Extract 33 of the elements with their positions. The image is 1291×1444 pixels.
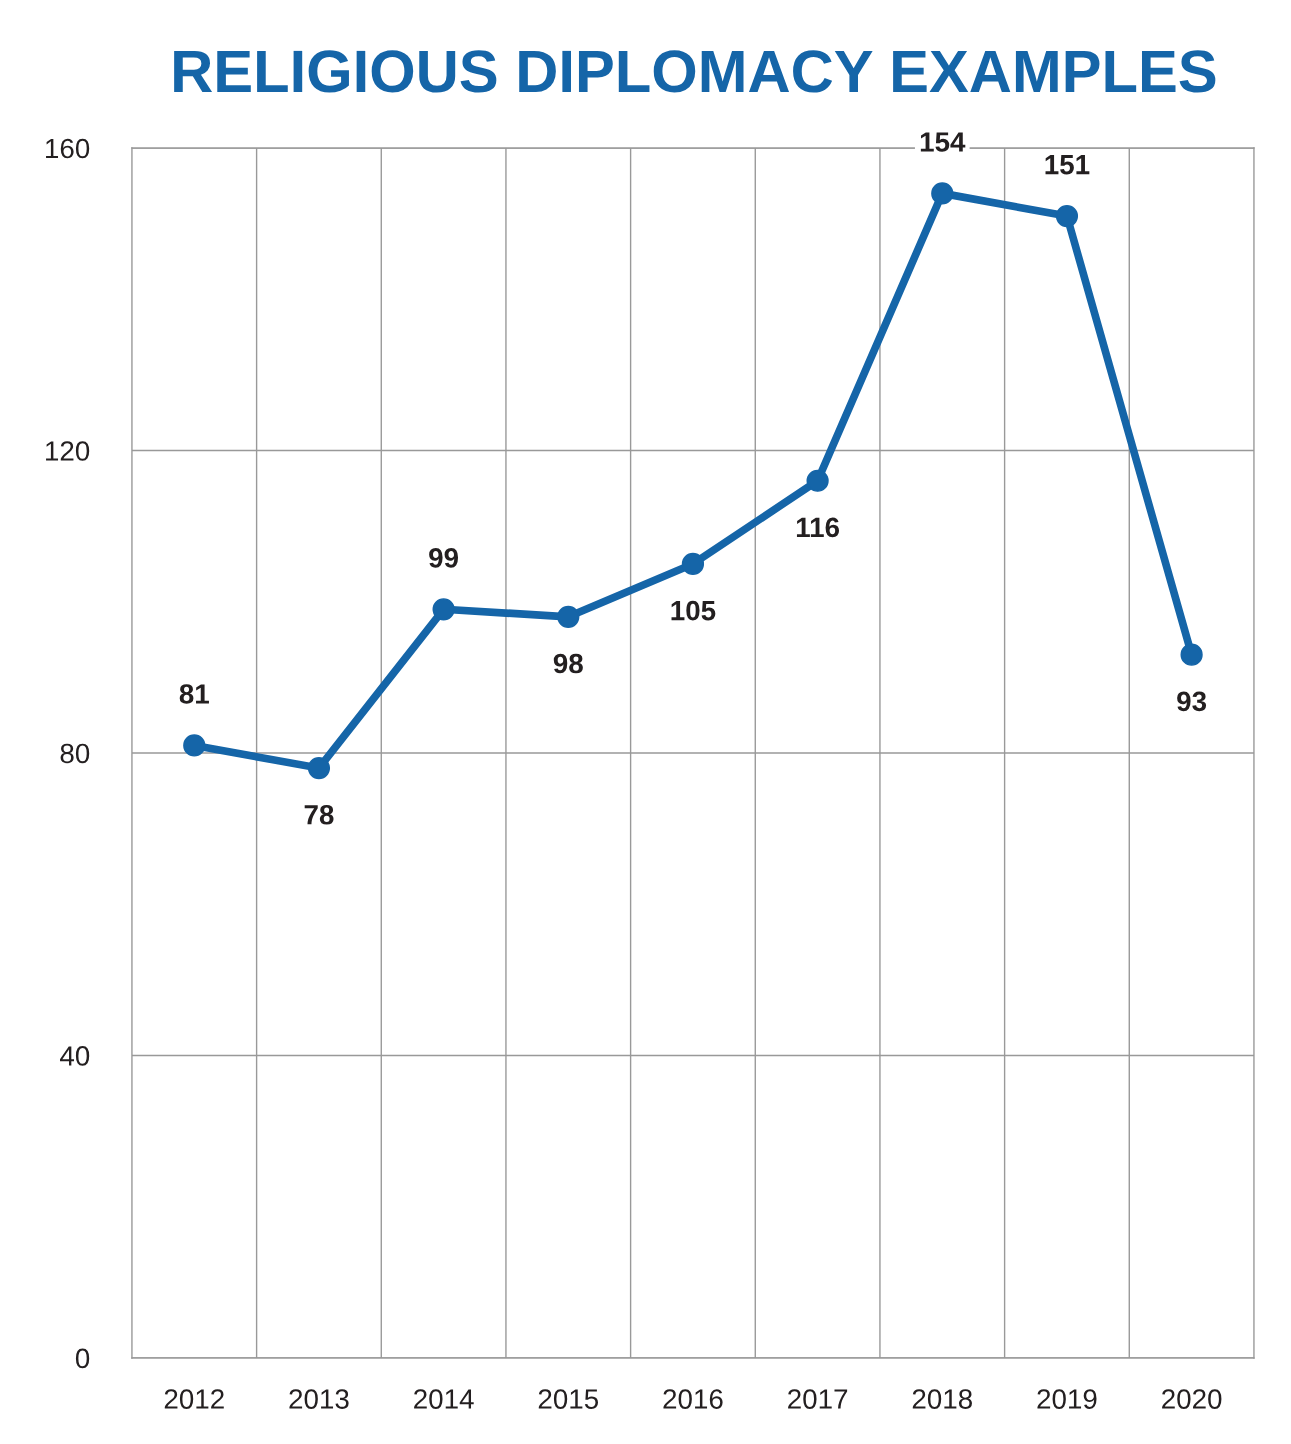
data-label: 116	[796, 517, 840, 538]
point	[1055, 204, 1079, 228]
point	[557, 605, 580, 628]
point	[806, 469, 829, 492]
data-label: 105	[671, 600, 716, 621]
y-tick-label: 40	[60, 1046, 90, 1066]
point	[931, 182, 954, 205]
x-tick-label: 2020	[1162, 1389, 1222, 1409]
data-label: 151	[1045, 155, 1090, 175]
x-tick-label: 2017	[788, 1389, 848, 1409]
data-label: 154	[920, 132, 966, 152]
data-label: 81	[179, 684, 209, 704]
y-tick-label: 80	[60, 743, 90, 764]
y-tick-label: 160	[46, 138, 90, 159]
x-tick-label: 2015	[538, 1389, 599, 1409]
x-tick-label: 2016	[663, 1389, 723, 1409]
point	[183, 734, 206, 757]
point	[432, 598, 455, 621]
data-label: 78	[304, 804, 334, 825]
chart-title: RELIGIOUS DIPLOMACY EXAMPLES	[174, 50, 1216, 93]
y-tick-label: 0	[75, 1348, 90, 1369]
data-label: 98	[553, 653, 583, 674]
x-tick-label: 2014	[414, 1389, 474, 1409]
point	[1180, 643, 1203, 666]
data-label: 99	[429, 548, 459, 568]
x-tick-label: 2018	[912, 1389, 972, 1409]
y-tick-label: 120	[46, 441, 90, 461]
point	[307, 756, 331, 780]
x-tick-label: 2019	[1037, 1389, 1097, 1409]
x-tick-label: 2013	[289, 1389, 349, 1409]
data-label: 93	[1177, 691, 1207, 712]
x-tick-label: 2012	[164, 1389, 224, 1409]
point	[681, 552, 705, 576]
